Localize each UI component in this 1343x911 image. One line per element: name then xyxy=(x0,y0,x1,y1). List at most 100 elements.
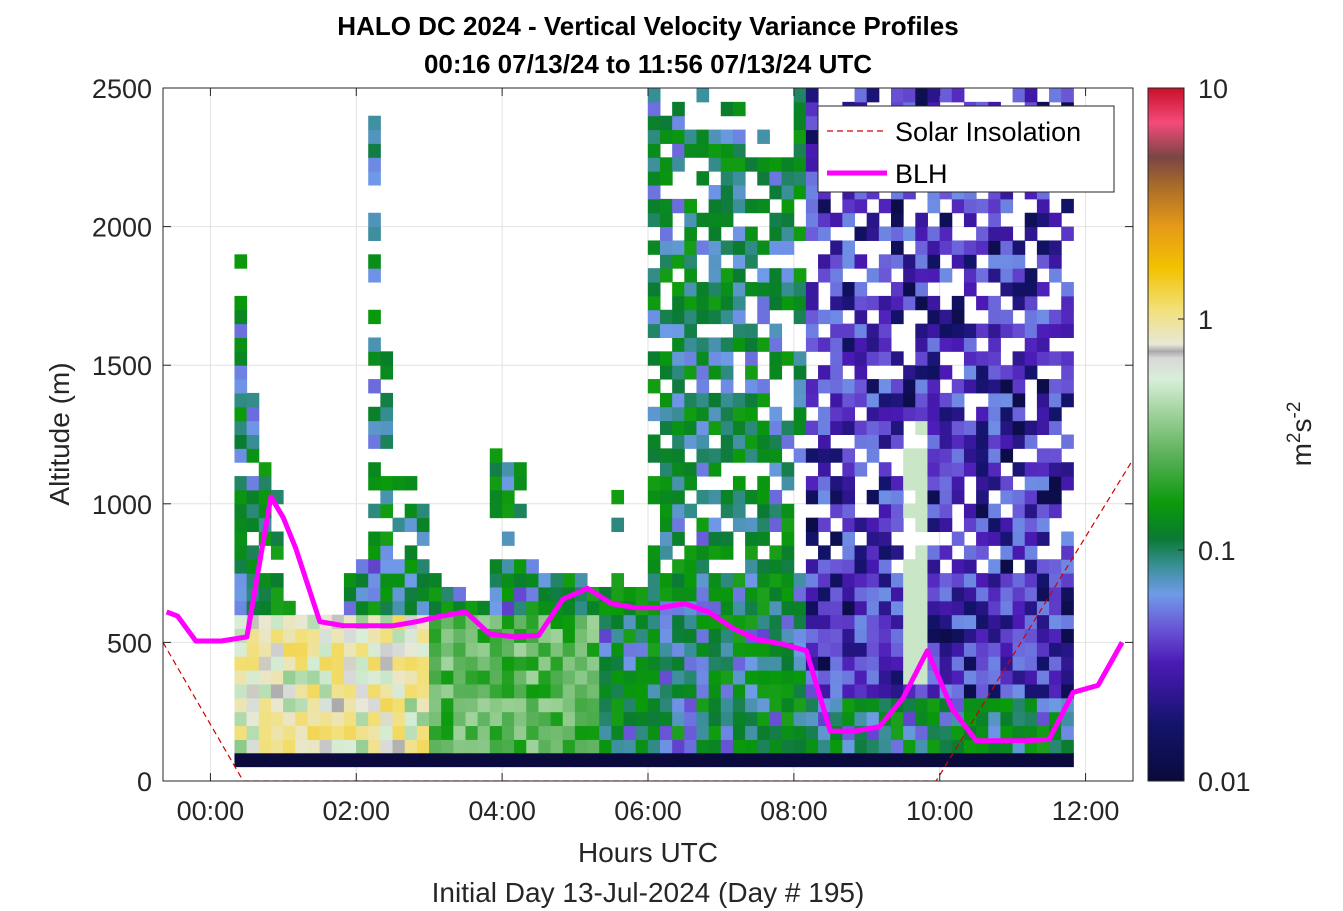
heatmap-cell xyxy=(270,573,284,588)
heatmap-cell xyxy=(903,392,916,408)
heatmap-cell xyxy=(368,531,381,546)
heatmap-cell xyxy=(1036,503,1050,519)
heatmap-cell xyxy=(745,614,758,630)
heatmap-cell xyxy=(647,129,661,144)
heatmap-cell xyxy=(526,573,539,588)
heatmap-cell xyxy=(854,739,868,754)
heatmap-cell xyxy=(1061,309,1074,325)
heatmap-cell xyxy=(769,503,783,519)
heatmap-cell xyxy=(550,739,564,754)
heatmap-cell xyxy=(416,586,430,602)
heatmap-cell xyxy=(659,365,673,380)
heatmap-cell xyxy=(708,448,722,463)
heatmap-cell xyxy=(976,503,989,519)
heatmap-cell xyxy=(963,656,977,671)
heatmap-cell xyxy=(356,683,369,699)
heatmap-cell xyxy=(830,628,843,643)
heatmap-cell xyxy=(1000,573,1014,588)
heatmap-cell xyxy=(842,462,856,477)
heatmap-cell xyxy=(988,295,1001,311)
heatmap-cell xyxy=(635,683,649,699)
heatmap-cell xyxy=(769,268,783,283)
heatmap-cell xyxy=(854,323,868,338)
heatmap-cell xyxy=(927,739,941,754)
heatmap-cell-lowest-gate xyxy=(587,753,600,768)
heatmap-cell xyxy=(805,531,819,546)
heatmap-cell xyxy=(927,226,941,241)
heatmap-cell xyxy=(745,642,758,657)
heatmap-cell xyxy=(939,573,953,588)
heatmap-cell xyxy=(1024,337,1038,352)
heatmap-cell xyxy=(769,739,783,754)
heatmap-cell xyxy=(927,365,941,380)
heatmap-cell xyxy=(988,309,1001,325)
heatmap-cell xyxy=(988,254,1001,269)
heatmap-cell xyxy=(866,295,880,311)
heatmap-cell xyxy=(501,656,515,671)
heatmap-cell xyxy=(1024,365,1038,380)
heatmap-cell xyxy=(1000,420,1014,435)
heatmap-cell xyxy=(708,586,722,602)
heatmap-cell xyxy=(501,711,515,727)
heatmap-cell xyxy=(830,309,843,325)
heatmap-cell xyxy=(659,503,673,519)
heatmap-cell xyxy=(988,697,1001,713)
heatmap-cell xyxy=(830,586,843,602)
heatmap-cell xyxy=(538,573,552,588)
heatmap-cell xyxy=(708,420,722,435)
heatmap-cell xyxy=(684,670,697,685)
heatmap-cell xyxy=(890,379,904,394)
heatmap-cell xyxy=(1012,614,1026,630)
heatmap-cell xyxy=(720,365,734,380)
heatmap-cell xyxy=(428,642,442,657)
heatmap-cell xyxy=(963,337,977,352)
heatmap-cell xyxy=(854,295,868,311)
heatmap-cell xyxy=(659,268,673,283)
heatmap-cell xyxy=(1024,628,1038,643)
heatmap-cell xyxy=(927,683,941,699)
heatmap-cell xyxy=(915,448,928,463)
heatmap-cell xyxy=(927,323,941,338)
heatmap-cell xyxy=(368,434,381,449)
heatmap-cell xyxy=(659,642,673,657)
heatmap-cell xyxy=(988,573,1001,588)
heatmap-cell xyxy=(550,628,564,643)
heatmap-cell xyxy=(258,600,272,616)
heatmap-cell-lowest-gate xyxy=(319,753,333,768)
heatmap-cell xyxy=(927,406,941,422)
heatmap-cell xyxy=(708,198,722,214)
heatmap-cell xyxy=(489,670,503,685)
heatmap-cell xyxy=(380,434,394,449)
heatmap-cell xyxy=(1049,462,1062,477)
heatmap-cell xyxy=(611,725,625,740)
heatmap-cell xyxy=(976,531,989,546)
colorbar-tick-label: 0.1 xyxy=(1198,536,1236,566)
heatmap-cell xyxy=(757,448,770,463)
heatmap-cell xyxy=(708,642,722,657)
heatmap-cell xyxy=(1036,531,1050,546)
heatmap-cell xyxy=(635,628,649,643)
heatmap-cell xyxy=(903,656,916,671)
heatmap-cell xyxy=(903,268,916,283)
heatmap-cell xyxy=(732,337,746,352)
heatmap-cell xyxy=(392,683,406,699)
heatmap-cell xyxy=(769,406,783,422)
heatmap-cell xyxy=(708,212,722,228)
heatmap-cell xyxy=(732,683,746,699)
heatmap-cell xyxy=(988,268,1001,283)
heatmap-cell xyxy=(647,171,661,186)
heatmap-cell xyxy=(842,392,856,408)
heatmap-cell xyxy=(830,489,843,505)
heatmap-cell xyxy=(927,268,941,283)
heatmap-cell xyxy=(976,420,989,435)
heatmap-cell xyxy=(1024,614,1038,630)
heatmap-cell xyxy=(647,559,661,574)
heatmap-cell xyxy=(356,670,369,685)
heatmap-cell xyxy=(951,670,965,685)
heatmap-cell xyxy=(915,420,928,435)
heatmap-cell xyxy=(1000,198,1014,214)
heatmap-cell xyxy=(830,739,843,754)
heatmap-cell xyxy=(890,586,904,602)
heatmap-cell xyxy=(745,683,758,699)
heatmap-cell xyxy=(258,462,272,477)
